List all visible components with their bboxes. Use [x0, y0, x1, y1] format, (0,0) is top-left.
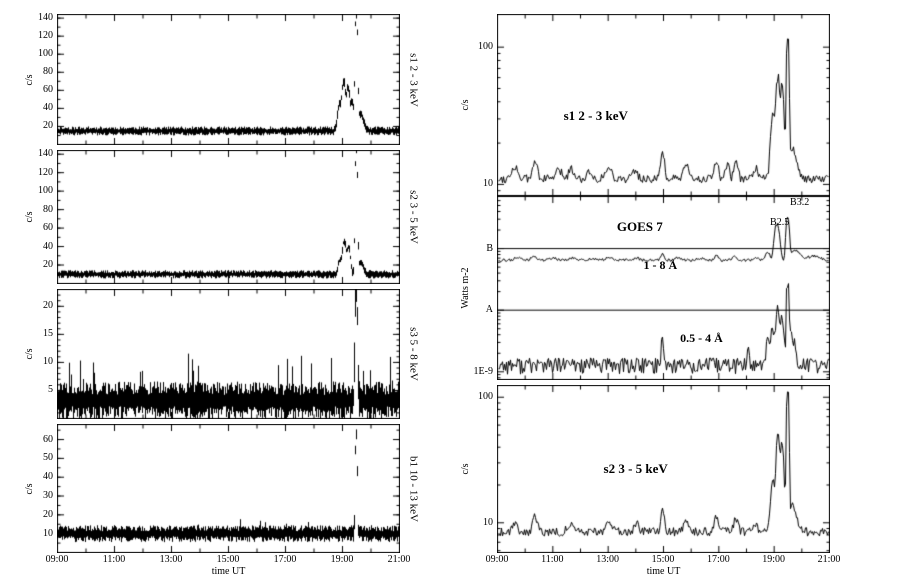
y-tick-label: 10: [483, 516, 493, 528]
x-tick-label: 15:00: [651, 554, 675, 565]
panel-s1-linear-plot: [57, 14, 400, 145]
x-tick-label: 11:00: [541, 554, 564, 565]
b3.2-label: B3.2: [790, 196, 810, 208]
y-tick-label: 20: [43, 300, 53, 312]
x-tick-label: 21:00: [817, 554, 841, 565]
y-tick-label: 5: [48, 384, 53, 396]
y-tick-label: 20: [43, 120, 53, 132]
y-tick-label: 30: [43, 490, 53, 502]
y-axis-title: Watts m-2: [460, 267, 471, 309]
y-tick-label: 60: [43, 222, 53, 234]
y-tick-label: 20: [43, 259, 53, 271]
y-tick-label: 10: [483, 178, 493, 190]
x-tick-label: 19:00: [330, 554, 354, 565]
panel-goes7-plot: [497, 196, 830, 380]
panel-b1-linear-plot: [57, 424, 400, 553]
y-tick-label: 100: [38, 48, 53, 60]
y-tick-label: B: [486, 242, 493, 254]
x-tick-label: 13:00: [159, 554, 183, 565]
y-axis-title: c/s: [460, 463, 471, 475]
x-tick-label: 17:00: [273, 554, 297, 565]
x-tick-label: 09:00: [45, 554, 69, 565]
y-tick-label: 1E-9: [473, 365, 493, 377]
x-axis-title: time UT: [646, 566, 681, 577]
y-axis-title: c/s: [460, 99, 471, 111]
y-tick-label: 10: [43, 527, 53, 539]
y-tick-label: 10: [43, 356, 53, 368]
x-tick-label: 21:00: [387, 554, 411, 565]
0.5-4-label: 0.5 - 4 Å: [680, 331, 723, 346]
x-tick-label: 15:00: [216, 554, 240, 565]
y-tick-label: 140: [38, 148, 53, 160]
y-tick-label: 40: [43, 102, 53, 114]
y-tick-label: 50: [43, 452, 53, 464]
x-tick-label: 17:00: [706, 554, 730, 565]
y-tick-label: 80: [43, 203, 53, 215]
y-tick-label: 100: [478, 391, 493, 403]
x-tick-label: 19:00: [762, 554, 786, 565]
panel-s1-log-plot: [497, 14, 830, 196]
y-tick-label: 100: [478, 41, 493, 53]
y-tick-label: 15: [43, 328, 53, 340]
b2.5-label: B2.5: [770, 217, 790, 229]
1-8-label: 1 - 8 Å: [643, 257, 678, 272]
x-axis-title: time UT: [211, 566, 246, 577]
y-tick-label: 120: [38, 166, 53, 178]
y-tick-label: 120: [38, 30, 53, 42]
panel-s2-linear-plot: [57, 150, 400, 284]
s2-3-5-kev-label: s2 3 - 5 keV: [603, 461, 668, 477]
goes-7-label: GOES 7: [616, 218, 663, 234]
y-tick-label: 20: [43, 508, 53, 520]
s1-2-3-kev-label: s1 2 - 3 keV: [563, 107, 628, 123]
panel-s3-linear-plot: [57, 289, 400, 419]
y-tick-label: 140: [38, 12, 53, 24]
y-tick-label: 40: [43, 240, 53, 252]
y-tick-label: A: [485, 304, 493, 316]
x-tick-label: 09:00: [485, 554, 509, 565]
x-tick-label: 13:00: [596, 554, 620, 565]
y-tick-label: 80: [43, 66, 53, 78]
y-tick-label: 60: [43, 433, 53, 445]
y-tick-label: 100: [38, 185, 53, 197]
y-tick-label: 60: [43, 84, 53, 96]
x-tick-label: 11:00: [102, 554, 126, 565]
y-tick-label: 40: [43, 471, 53, 483]
panel-s2-log-plot: [497, 385, 830, 553]
